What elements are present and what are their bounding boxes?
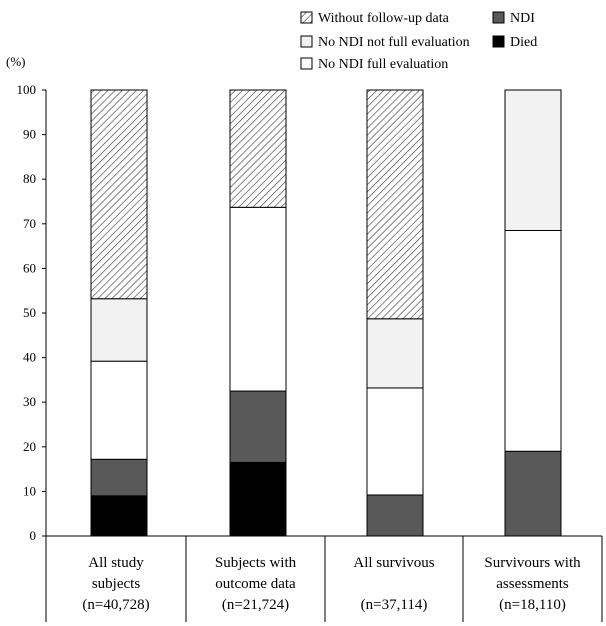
legend-label: Died [510,35,537,50]
bar-segment-ndi [366,494,424,537]
y-tick-label: 30 [23,394,36,409]
category-label-line2: outcome data [215,576,296,592]
y-tick-label: 80 [23,171,36,186]
category-label-line1: All study [88,555,144,571]
bar-segment-no-ndi-full-evaluation [90,360,148,460]
y-tick-label: 20 [23,439,36,454]
category-label-line3: (n=37,114) [361,597,428,613]
bar-segment-ndi [504,450,562,537]
bar-segment-no-ndi-full-evaluation [229,206,287,392]
bar-segment-no-ndi-not-full-evaluation [504,89,562,231]
y-tick-label: 90 [23,127,36,142]
bar-segment-without-follow-up-data [90,89,148,300]
y-tick-label: 10 [23,483,36,498]
y-tick-label: 60 [23,260,36,275]
legend-label: NDI [510,11,535,26]
category-label-line1: Survivours with [484,555,581,571]
bar-segment-ndi [90,458,148,497]
bar-segment-ndi [229,390,287,463]
category-table: All study subjects (n=40,728) Subjects with… [45,536,603,622]
category-label-line1: Subjects with [215,555,297,571]
y-tick-label: 100 [17,82,37,97]
legend-label: Without follow-up data [318,11,450,26]
bar-segment-without-follow-up-data [229,89,287,208]
y-axis-ticks: 0 10 20 30 40 50 60 70 80 90 100 [17,82,46,543]
y-tick-label: 40 [23,350,36,365]
category-label-line1: All survivous [353,555,434,571]
category-label-line2: assessments [496,576,569,592]
category-label-line3: (n=40,728) [82,597,149,613]
legend-swatch-ndi [492,11,505,24]
bar-segment-no-ndi-not-full-evaluation [366,318,424,389]
legend-label: No NDI full evaluation [318,57,448,72]
bar-segment-no-ndi-full-evaluation [366,387,424,496]
legend: Without follow-up data NDI No NDI not full… [300,11,537,72]
legend-swatch-died [492,35,505,48]
y-tick-label: 70 [23,216,36,231]
bar-segment-no-ndi-not-full-evaluation [90,298,148,362]
legend-swatch-no-ndi-full-evaluation [300,57,313,70]
bars [90,89,562,537]
bar-segment-died [90,495,148,537]
category-label-line3: (n=21,724) [222,597,289,613]
legend-swatch-without-follow-up-data [300,11,313,24]
legend-swatch-no-ndi-not-full-evaluation [300,35,313,48]
y-tick-label: 50 [23,305,36,320]
legend-label: No NDI not full evaluation [318,35,470,50]
bar-segment-no-ndi-full-evaluation [504,229,562,452]
y-unit-label: (%) [6,54,26,69]
y-tick-label: 0 [30,528,37,543]
bar-segment-without-follow-up-data [366,89,424,320]
category-label-line2: subjects [92,576,140,592]
bar-segment-died [229,461,287,537]
category-label-line3: (n=18,110) [499,597,566,613]
